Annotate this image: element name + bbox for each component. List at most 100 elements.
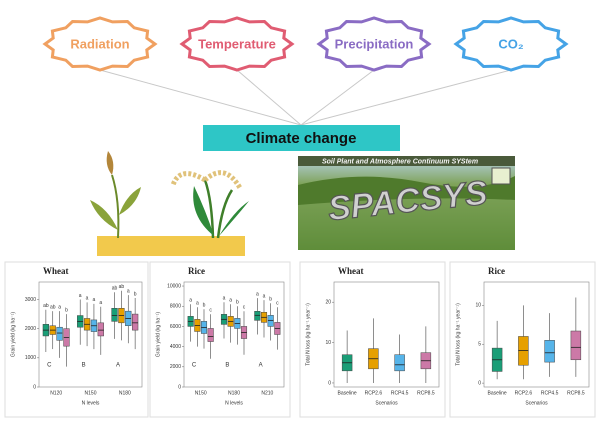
- link: [236, 69, 302, 126]
- hills: [298, 176, 515, 205]
- chart-frame: [299, 261, 446, 418]
- box-letter: b: [65, 307, 68, 313]
- logo: [491, 167, 511, 185]
- x-axis-label: N levels: [82, 400, 100, 406]
- box: [97, 322, 104, 337]
- center-label: Climate change: [246, 130, 357, 147]
- box-letter: a: [196, 301, 199, 307]
- rice-stem: [203, 179, 234, 239]
- box-letter: ab: [119, 284, 125, 290]
- plot-area: [183, 281, 285, 388]
- group-letter: C: [192, 363, 197, 369]
- y-axis-label: Grain yield (kg ha⁻¹): [155, 312, 161, 357]
- x-axis-label: Scenarios: [375, 400, 398, 406]
- driver-badge: [42, 16, 158, 72]
- driver-badge: [316, 16, 432, 72]
- x-tick-label: RCP2.6: [365, 390, 383, 396]
- wheat-leaves: [90, 187, 141, 230]
- y-tick-label: 4000: [170, 344, 181, 350]
- x-tick-label: RCP4.5: [541, 390, 559, 396]
- group-letter: B: [82, 363, 86, 369]
- x-axis-label: N levels: [225, 400, 243, 406]
- box-letter: b: [236, 300, 239, 306]
- model-banner: Soil Plant and Atmosphere Continuum SYSt…: [322, 158, 478, 165]
- box-letter: a: [223, 296, 226, 302]
- y-tick-label: 10: [475, 303, 481, 309]
- charts: Wheat 0 1000 2000 3000 Grain yield (kg ha⁻¹) N…: [4, 261, 596, 418]
- y-tick-label: 8000: [170, 304, 181, 310]
- box-letter: c: [209, 308, 212, 314]
- chart-title: Wheat: [338, 266, 364, 276]
- driver-label: Precipitation: [335, 36, 414, 51]
- box: [131, 313, 139, 331]
- driver-label: CO₂: [498, 36, 524, 51]
- box: [207, 328, 214, 342]
- chart-title: Wheat: [43, 266, 69, 276]
- group-letter: C: [47, 363, 52, 369]
- wheat-stem: [111, 174, 120, 239]
- group-letter: A: [259, 363, 263, 369]
- y-tick-label: 6000: [170, 324, 181, 330]
- y-tick-label: 3000: [25, 297, 36, 303]
- x-tick-label: RCP2.6: [515, 390, 533, 396]
- ground: [97, 236, 245, 256]
- box-letter: b: [134, 291, 137, 297]
- y-tick-label: 5: [478, 342, 481, 348]
- y-tick-label: 20: [325, 300, 331, 306]
- x-tick-label: RCP8.5: [567, 390, 585, 396]
- box-letter: ab: [43, 303, 49, 309]
- x-tick-label: N120: [50, 390, 62, 396]
- chart-title: Rice: [188, 266, 205, 276]
- y-tick-label: 0: [478, 380, 481, 386]
- driver-badge: [453, 16, 569, 72]
- photo-background: [298, 156, 515, 250]
- plot-area: [38, 281, 143, 388]
- box-letter: a: [99, 300, 102, 306]
- x-tick-label: N210: [261, 390, 273, 396]
- box: [570, 330, 582, 361]
- box-letter: a: [189, 298, 192, 304]
- chart-title: Rice: [488, 266, 505, 276]
- box-letter: ab: [50, 304, 56, 310]
- driver-badge: [179, 16, 295, 72]
- link: [99, 69, 302, 126]
- box-letter: a: [127, 288, 130, 294]
- x-tick-label: RCP8.5: [417, 390, 435, 396]
- x-tick-label: N150: [195, 390, 207, 396]
- y-tick-label: 2000: [170, 364, 181, 370]
- driver-label: Temperature: [198, 36, 276, 51]
- box: [267, 315, 274, 327]
- box-letter: a: [79, 293, 82, 299]
- group-letter: B: [225, 363, 229, 369]
- plot-area: [333, 281, 440, 388]
- chart-frame: [4, 261, 149, 418]
- link: [300, 69, 512, 126]
- box: [111, 308, 118, 322]
- box: [56, 326, 63, 341]
- chart-frame: [149, 261, 291, 418]
- group-letter: A: [116, 363, 120, 369]
- x-tick-label: Baseline: [488, 390, 507, 396]
- box-letter: a: [93, 297, 96, 303]
- x-tick-label: N180: [228, 390, 240, 396]
- box-letter: b: [203, 303, 206, 309]
- box-letter: a: [263, 294, 266, 300]
- box: [254, 311, 261, 321]
- crops-illustration: [90, 151, 249, 256]
- wheat-ear: [106, 151, 114, 175]
- x-tick-label: N150: [85, 390, 97, 396]
- box-letter: a: [86, 296, 89, 302]
- y-tick-label: 0: [328, 380, 331, 386]
- y-tick-label: 10: [325, 340, 331, 346]
- y-axis-label: Grain yield (kg ha⁻¹): [10, 312, 16, 357]
- box: [394, 354, 405, 372]
- y-tick-label: 10000: [167, 283, 181, 289]
- plot-area: [483, 281, 590, 388]
- y-tick-label: 1000: [25, 355, 36, 361]
- rice-leaves: [193, 186, 249, 236]
- y-tick-label: 2000: [25, 326, 36, 332]
- model-photo: Soil Plant and Atmosphere Continuum SYSt…: [298, 156, 515, 250]
- rice-panicle: [170, 170, 243, 190]
- box-letter: a: [229, 298, 232, 304]
